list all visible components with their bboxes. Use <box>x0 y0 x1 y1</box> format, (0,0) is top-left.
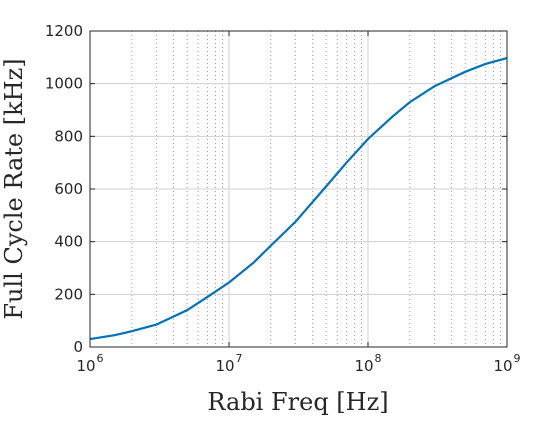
x-tick-label: 10 7 <box>215 352 242 375</box>
x-tick-label: 10 6 <box>76 352 103 375</box>
x-axis-ticks: 10 6 10 7 10 8 10 9 <box>76 31 521 375</box>
x-tick-label-exponent: 8 <box>375 352 382 365</box>
y-tick-label: 400 <box>54 233 83 251</box>
y-axis-ticks: 0 200 400 600 800 1000 1200 <box>45 22 507 356</box>
x-tick-label: 10 8 <box>354 352 381 375</box>
y-tick-label: 1200 <box>45 22 83 40</box>
x-tick-label-exponent: 7 <box>236 352 243 365</box>
y-tick-label: 0 <box>73 338 83 356</box>
x-tick-label-base: 10 <box>354 357 373 375</box>
y-axis-label: Full Cycle Rate [kHz] <box>0 58 28 319</box>
x-tick-label: 10 9 <box>493 352 520 375</box>
x-tick-label-exponent: 6 <box>97 352 104 365</box>
x-tick-label-base: 10 <box>493 357 512 375</box>
x-axis-label: Rabi Freq [Hz] <box>207 388 388 416</box>
y-tick-label: 1000 <box>45 75 83 93</box>
series-line <box>89 57 508 341</box>
x-tick-label-base: 10 <box>215 357 234 375</box>
y-tick-label: 800 <box>54 127 83 145</box>
x-tick-label-exponent: 9 <box>514 352 521 365</box>
y-tick-label: 600 <box>54 180 83 198</box>
x-tick-label-base: 10 <box>76 357 95 375</box>
major-grid <box>90 31 507 347</box>
y-tick-label: 200 <box>54 285 83 303</box>
